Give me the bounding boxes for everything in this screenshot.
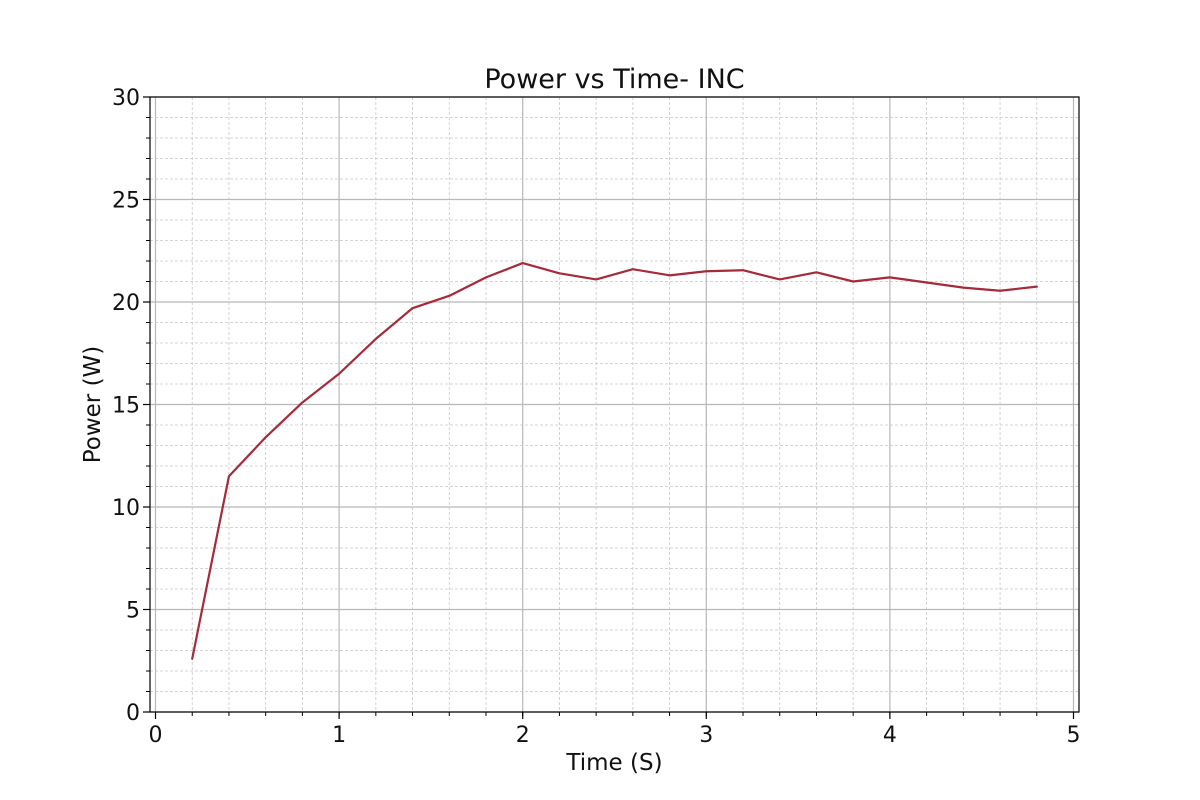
y-tick-label: 0 — [126, 701, 140, 726]
y-tick-label: 10 — [112, 496, 140, 521]
series-layer — [191, 261, 1038, 660]
x-axis-label: Time (S) — [565, 750, 662, 776]
x-tick-label: 0 — [149, 723, 163, 748]
y-tick-label: 15 — [112, 394, 140, 419]
y-tick-label: 5 — [126, 599, 140, 624]
chart-title: Power vs Time- INC — [484, 64, 744, 95]
y-tick-label: 25 — [112, 189, 140, 214]
y-tick-label: 20 — [112, 291, 140, 316]
tick-labels: 0 1 2 3 4 5 0 5 10 15 20 25 30 — [112, 86, 1080, 748]
series-line — [191, 261, 1038, 660]
x-tick-label: 5 — [1066, 723, 1080, 748]
x-tick-label: 1 — [332, 723, 346, 748]
ticks — [143, 96, 1075, 719]
y-tick-label: 30 — [112, 86, 140, 111]
x-tick-label: 3 — [699, 723, 713, 748]
x-tick-label: 2 — [516, 723, 530, 748]
y-axis-label: Power (W) — [80, 346, 106, 464]
x-tick-label: 4 — [883, 723, 897, 748]
